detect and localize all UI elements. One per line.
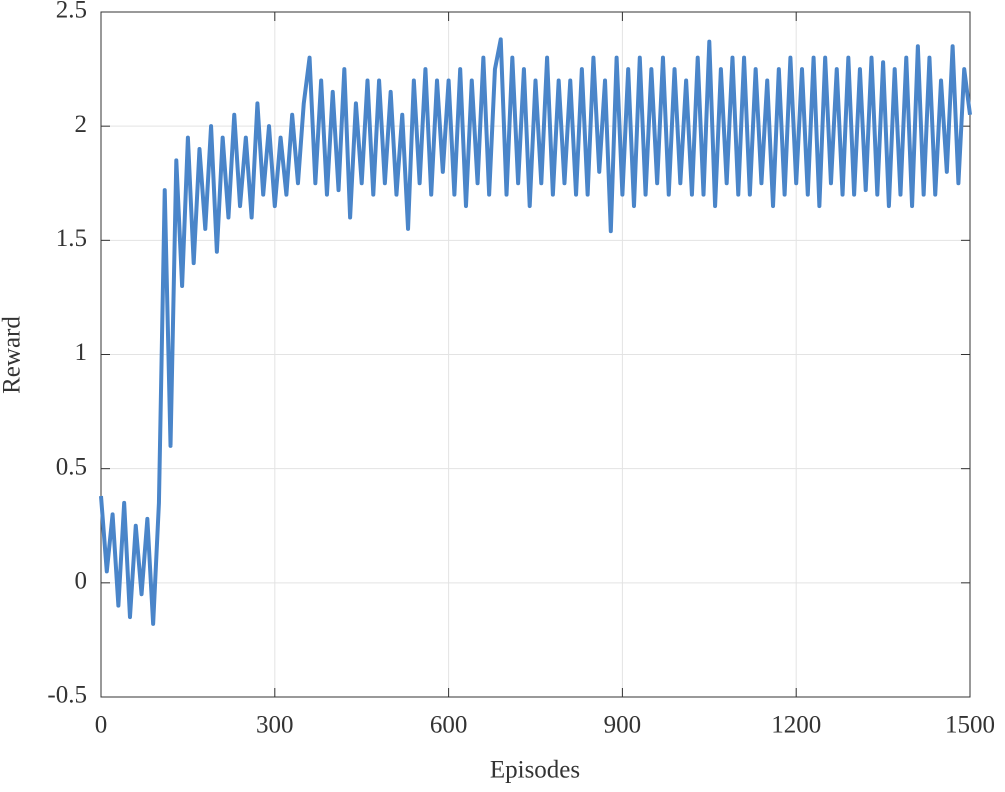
x-tick-label: 900 <box>604 712 642 739</box>
x-axis-label: Episodes <box>490 757 580 784</box>
x-tick-label: 600 <box>430 712 468 739</box>
y-tick-label: 0.5 <box>56 453 87 480</box>
x-tick-label: 1500 <box>945 712 995 739</box>
y-tick-label: 1.5 <box>56 225 87 252</box>
y-tick-label: 2 <box>75 111 88 138</box>
y-tick-label: 2.5 <box>56 0 87 24</box>
x-tick-label: 0 <box>95 712 108 739</box>
plot-frame <box>100 11 971 698</box>
x-tick-label: 300 <box>256 712 294 739</box>
x-tick-label: 1200 <box>771 712 821 739</box>
y-tick-label: 1 <box>75 339 88 366</box>
y-axis-label: Reward <box>0 316 26 394</box>
y-tick-label: 0 <box>75 568 88 595</box>
y-tick-label: -0.5 <box>47 682 87 709</box>
data-line <box>99 37 972 626</box>
